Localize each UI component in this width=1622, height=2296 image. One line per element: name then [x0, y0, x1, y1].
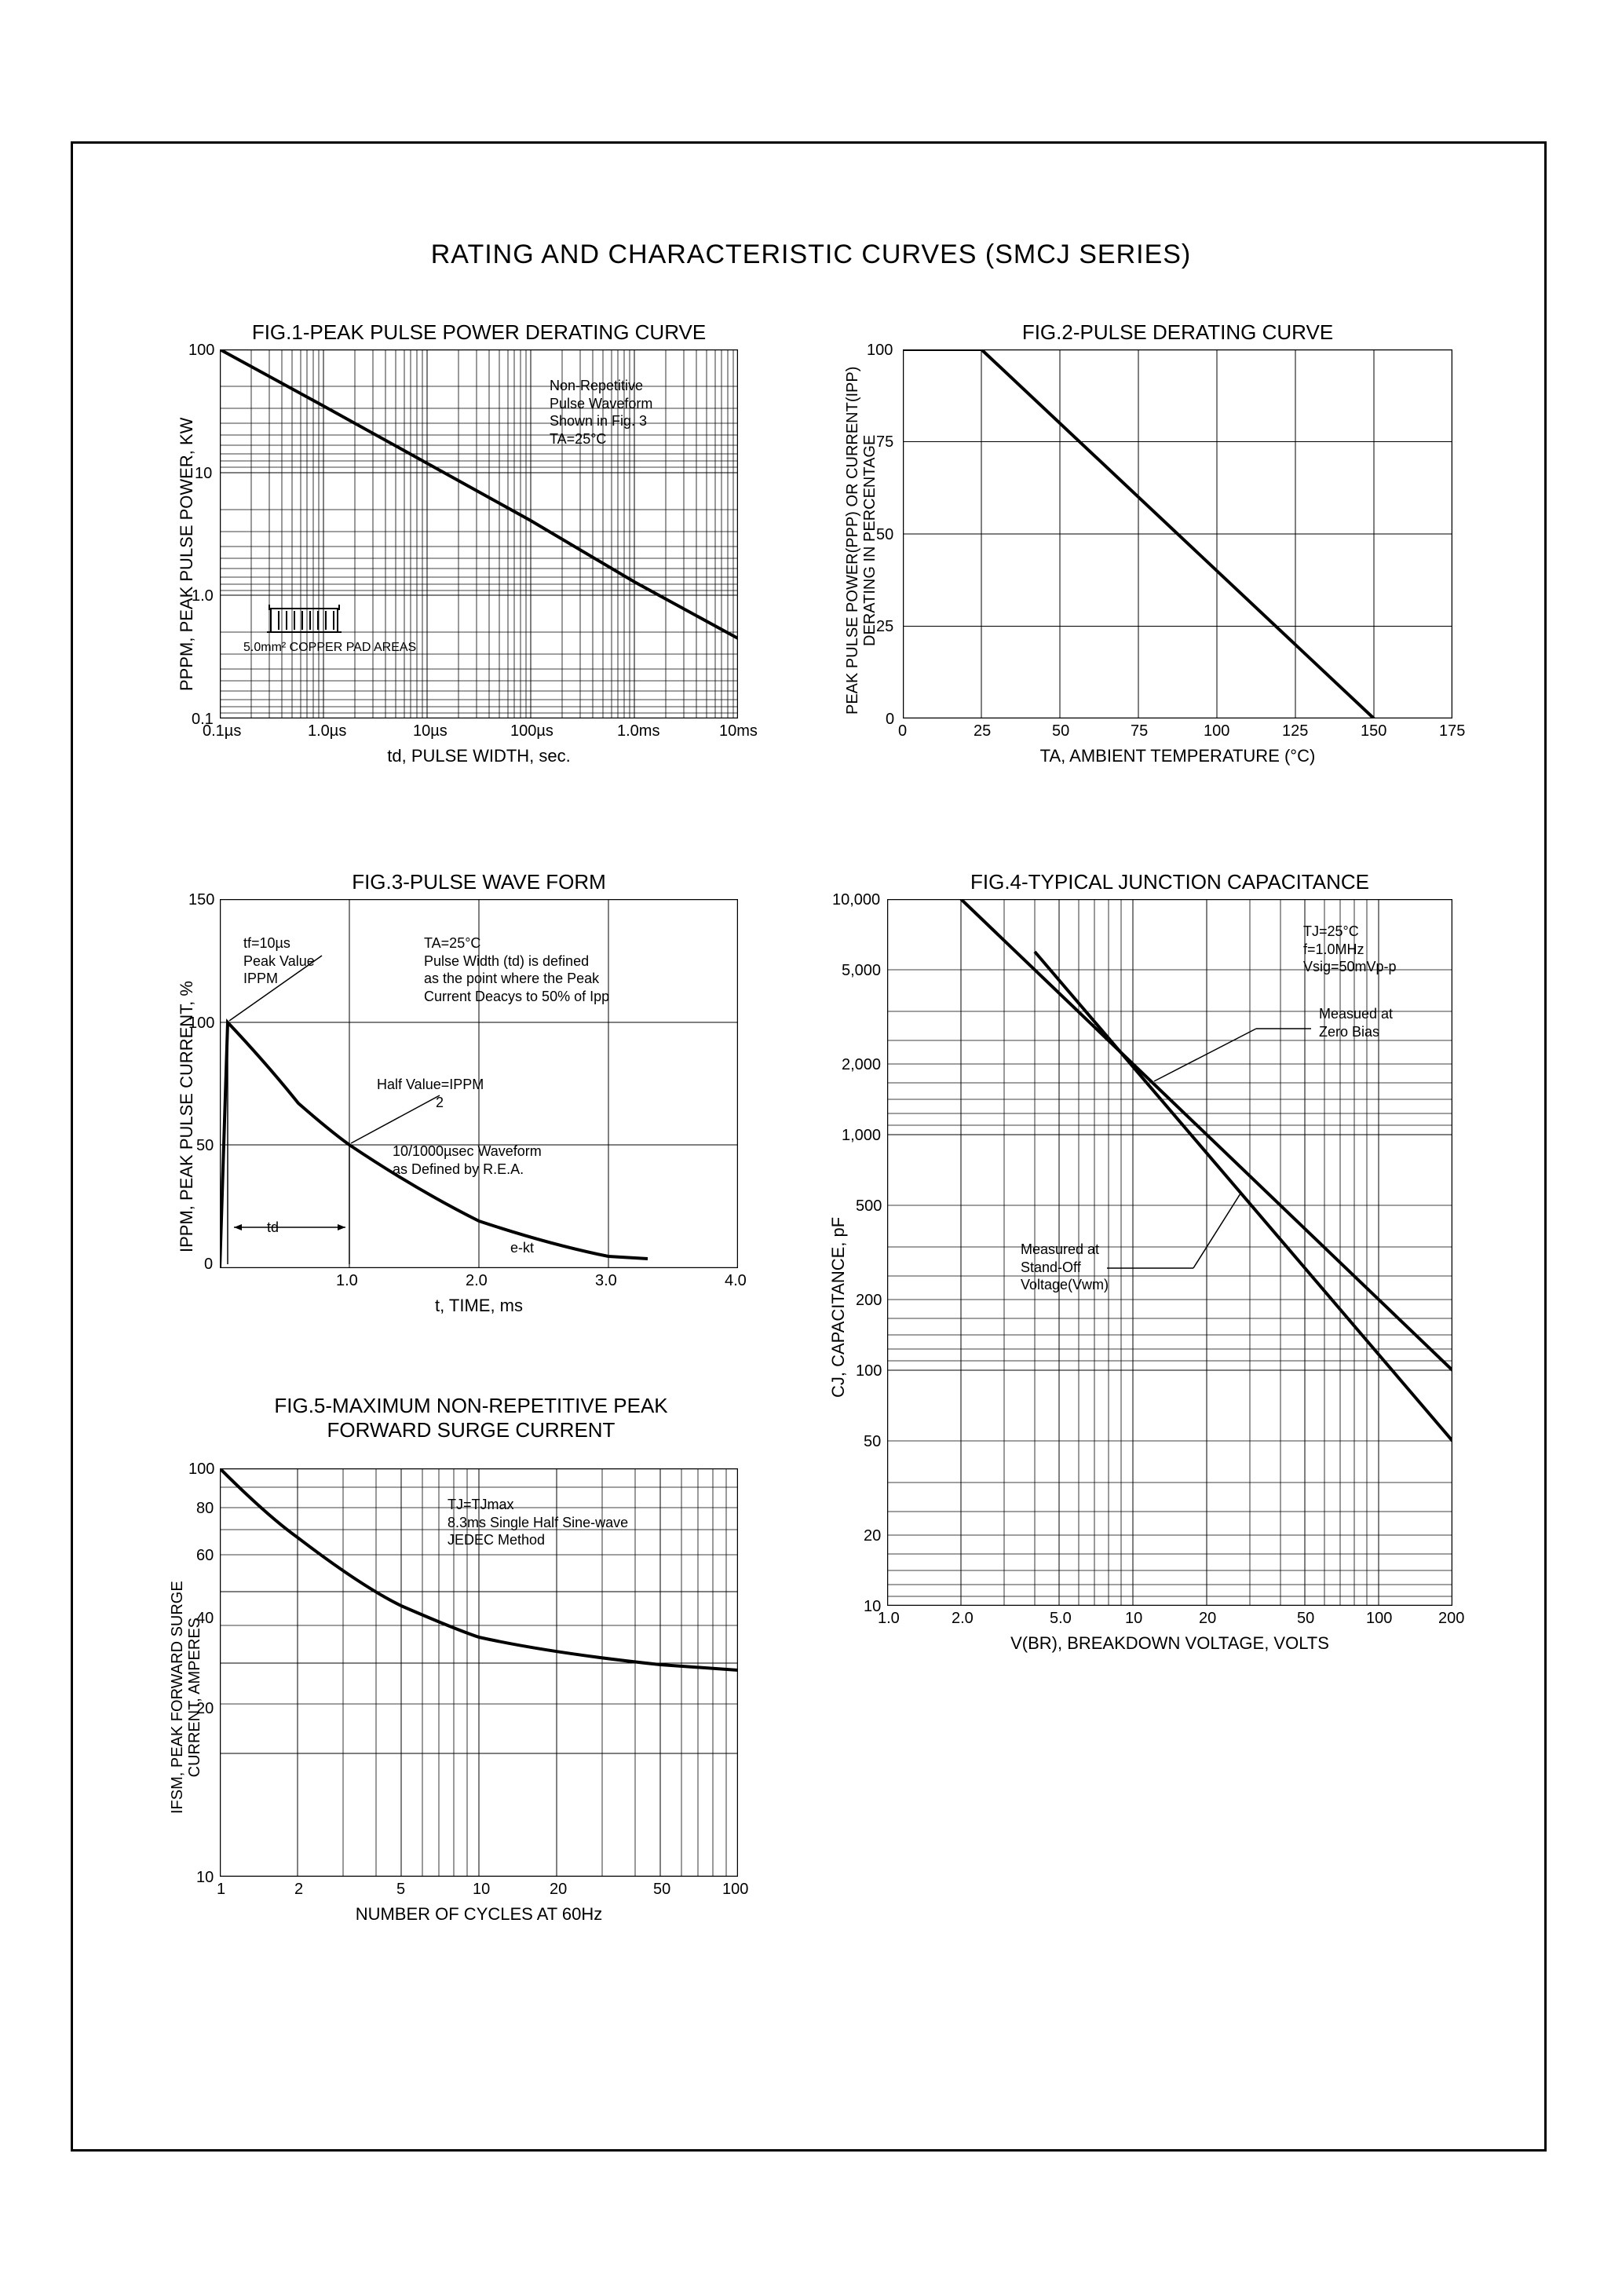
fig4-cond: TJ=25°C f=1.0MHz Vsig=50mVp-p [1303, 923, 1397, 976]
fig2-xlabel: TA, AMBIENT TEMPERATURE (°C) [981, 746, 1374, 766]
fig2-xt2: 50 [1052, 722, 1069, 740]
fig5-xt1: 1 [217, 1881, 225, 1899]
fig5-xt3: 5 [396, 1881, 405, 1899]
fig1-ylabel: PPPM, PEAK PULSE POWER, KW [177, 418, 197, 691]
fig4-xlabel: V(BR), BREAKDOWN VOLTAGE, VOLTS [966, 1633, 1374, 1654]
fig4-xt10: 10 [1125, 1610, 1142, 1628]
fig2-title: FIG.2-PULSE DERATING CURVE [903, 320, 1452, 345]
fig2-xt5: 125 [1282, 722, 1308, 740]
fig2-yt0: 0 [886, 711, 894, 729]
fig1-ytick-100: 100 [188, 342, 214, 360]
fig4-xt5: 5.0 [1050, 1610, 1072, 1628]
fig3-title: FIG.3-PULSE WAVE FORM [220, 870, 738, 894]
fig2-yt4: 100 [867, 342, 893, 360]
fig1-xtick-0: 0.1µs [203, 722, 241, 740]
fig2-ylabel: PEAK PULSE POWER(PPP) OR CURRENT(IPP) DE… [844, 367, 879, 715]
fig4-yt10000: 10,000 [832, 891, 880, 909]
fig2-yt3: 75 [876, 433, 893, 452]
fig3-1010: 10/1000µsec Waveform as Defined by R.E.A… [393, 1143, 542, 1178]
fig5-ylabel: IFSM, PEAK FORWARD SURGE CURRENT, AMPERE… [169, 1581, 203, 1814]
fig1-xtick-4: 1.0ms [617, 722, 659, 740]
fig4-xt1: 1.0 [878, 1610, 900, 1628]
fig4-yt1000: 1,000 [842, 1127, 881, 1145]
fig1-title: FIG.1-PEAK PULSE POWER DERATING CURVE [220, 320, 738, 345]
fig4-yt2000: 2,000 [842, 1056, 881, 1074]
fig4-xt200: 200 [1438, 1610, 1464, 1628]
fig1-xtick-3: 100µs [510, 722, 553, 740]
page-title: RATING AND CHARACTERISTIC CURVES (SMCJ S… [0, 239, 1622, 270]
fig3-xt4: 4.0 [725, 1272, 747, 1290]
fig5-title: FIG.5-MAXIMUM NON-REPETITIVE PEAK FORWAR… [204, 1394, 738, 1442]
fig3-yt150: 150 [188, 891, 214, 909]
fig3-half: Half Value=IPPM 2 [377, 1076, 484, 1111]
fig5-xt5: 20 [550, 1881, 567, 1899]
fig5-yt10: 10 [196, 1869, 214, 1887]
fig4-zero: Measued at Zero Bias [1319, 1005, 1393, 1040]
fig5-xt7: 100 [722, 1881, 748, 1899]
fig2-xt7: 175 [1439, 722, 1465, 740]
fig5-xt4: 10 [473, 1881, 490, 1899]
fig4-yt100: 100 [856, 1362, 882, 1380]
fig3-td: td [267, 1219, 279, 1237]
fig4-title: FIG.4-TYPICAL JUNCTION CAPACITANCE [887, 870, 1452, 894]
fig3-yt50: 50 [196, 1137, 214, 1155]
fig4-yt50: 50 [864, 1433, 881, 1451]
fig1-pad-note: 5.0mm² COPPER PAD AREAS [243, 640, 416, 656]
fig3-tf: tf=10µs Peak Value IPPM [243, 934, 315, 988]
fig4-xt100: 100 [1366, 1610, 1392, 1628]
fig4-standoff: Measured at Stand-Off Voltage(Vwm) [1021, 1241, 1109, 1294]
fig1-note: Non-Repetitive Pulse Waveform Shown in F… [550, 377, 652, 448]
fig3-yt0: 0 [204, 1256, 213, 1274]
fig4-yt500: 500 [856, 1197, 882, 1216]
fig2-yt2: 50 [876, 526, 893, 544]
fig3-ylabel: IPPM, PEAK PULSE CURRENT, % [177, 981, 197, 1252]
fig3-ta: TA=25°C Pulse Width (td) is defined as t… [424, 934, 609, 1005]
fig5-yt100: 100 [188, 1461, 214, 1479]
fig3-ekt: e-kt [510, 1239, 534, 1257]
fig1-xtick-2: 10µs [413, 722, 448, 740]
fig3-xt1: 1.0 [336, 1272, 358, 1290]
fig1-chart [220, 349, 738, 718]
fig1-xtick-5: 10ms [719, 722, 758, 740]
fig2-xt6: 150 [1361, 722, 1386, 740]
fig4-yt5000: 5,000 [842, 962, 881, 980]
fig1-xtick-1: 1.0µs [308, 722, 346, 740]
fig5-yt80: 80 [196, 1500, 214, 1518]
fig1-ytick-10: 10 [195, 465, 212, 483]
fig2-xt1: 25 [974, 722, 991, 740]
fig3-xlabel: t, TIME, ms [361, 1296, 597, 1316]
fig3-xt3: 3.0 [595, 1272, 617, 1290]
fig4-xt50: 50 [1297, 1610, 1314, 1628]
fig4-yt20: 20 [864, 1527, 881, 1545]
fig2-yt1: 25 [876, 618, 893, 636]
fig5-note: TJ=TJmax 8.3ms Single Half Sine-wave JED… [448, 1496, 628, 1549]
fig4-yt200: 200 [856, 1292, 882, 1310]
fig2-xt3: 75 [1131, 722, 1148, 740]
fig5-xt2: 2 [294, 1881, 303, 1899]
fig1-xlabel: td, PULSE WIDTH, sec. [345, 746, 612, 766]
fig3-xt2: 2.0 [466, 1272, 488, 1290]
fig4-ylabel: CJ, CAPACITANCE, pF [828, 1217, 849, 1398]
fig2-xt4: 100 [1204, 722, 1229, 740]
fig4-xt20: 20 [1199, 1610, 1216, 1628]
fig2-xt0: 0 [898, 722, 907, 740]
fig5-xt6: 50 [653, 1881, 670, 1899]
fig5-xlabel: NUMBER OF CYCLES AT 60Hz [298, 1904, 659, 1925]
fig4-xt2: 2.0 [952, 1610, 974, 1628]
fig2-chart [903, 349, 1452, 718]
fig5-yt60: 60 [196, 1547, 214, 1565]
